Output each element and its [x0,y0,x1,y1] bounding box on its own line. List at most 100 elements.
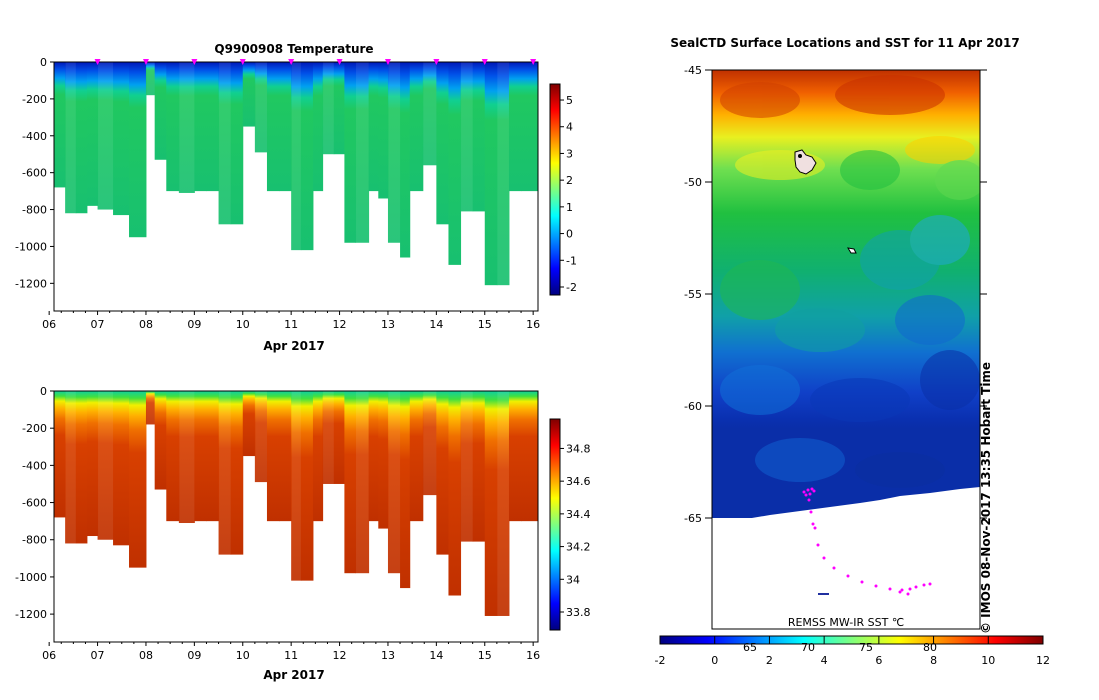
track-point [813,526,817,530]
profile-cell [266,391,280,522]
track-point [808,492,812,496]
profile-cell [300,62,314,251]
lat-tick-label: -55 [684,288,702,301]
temperature-panel: Q9900908 Temperature 0 -200 -400 -600 -800 -1… [15,42,577,353]
sst-tick-label: 12 [1036,654,1050,667]
y-tick-label: -1200 [15,608,47,621]
profile-cell [242,391,256,457]
lat-tick-label: -65 [684,512,702,525]
surface-marker [288,59,295,65]
colorbar-tick-label: 34.4 [566,508,591,521]
profile-cell [254,62,268,153]
temperature-title: Q9900908 Temperature [214,42,373,56]
profile-cell [508,391,522,522]
salinity-colorbar-ticks: 34.8 34.6 34.4 34.2 34 33.8 [560,442,591,619]
profile-cell [279,391,292,522]
colorbar-tick-label: 34.8 [566,442,591,455]
profile-cell [378,62,389,199]
track-point [804,493,808,497]
profile-cell [65,391,77,544]
x-tick-label: 15 [478,649,492,662]
profile-cell [194,62,207,192]
x-tick-label: 16 [526,649,540,662]
y-tick-label: -400 [22,459,47,472]
y-tick-label: -1000 [15,240,47,253]
profile-cell [291,62,302,251]
sst-tick-label: 8 [930,654,937,667]
track-point [846,574,850,578]
y-tick-label: 0 [40,56,47,69]
track-point [811,522,815,526]
x-tick-label: 07 [91,649,105,662]
profile-cell [400,391,411,589]
colorbar-tick-label: 3 [566,147,573,160]
colorbar-tick-label: 33.8 [566,606,591,619]
y-tick-label: 0 [40,385,47,398]
salinity-x-axis: 06 07 08 09 10 11 12 13 14 15 16 [42,642,540,662]
sst-map-panel: SealCTD Surface Locations and SST for 11… [655,36,1050,667]
profile-cell [322,62,335,155]
sst-inner-label: 75 [859,641,873,654]
profile-cell [75,391,88,544]
y-tick-label: -600 [22,167,47,180]
salinity-panel: 0 -200 -400 -600 -800 -1000 -1200 06 07 08 09 10 11… [15,385,590,682]
track-point [860,580,864,584]
sst-tick-label: 0 [711,654,718,667]
profile-cell [422,391,437,496]
profile-cell [344,391,357,574]
profile-cell [129,391,147,568]
track-point [806,488,810,492]
profile-cell [145,62,156,96]
track-point [900,588,904,592]
profile-cell [206,62,220,192]
profile-cell [242,62,256,127]
profile-cell [409,391,424,522]
profile-cell [436,391,449,555]
profile-cell [54,391,66,518]
profile-cell [472,391,486,542]
sst-tick-label: 4 [821,654,828,667]
x-tick-label: 12 [333,318,347,331]
profile-cell [230,62,244,225]
profile-cell [460,62,474,212]
colorbar-tick-label: -2 [566,281,577,294]
track-point [908,587,912,591]
x-tick-label: 14 [429,318,443,331]
track-point [802,490,806,494]
map-source-label: REMSS MW-IR SST ℃ [788,616,904,629]
profile-cell [368,62,379,192]
profile-cell [378,391,389,529]
track-point [810,487,814,491]
salinity-profiles [54,391,538,616]
track-point [922,583,926,587]
salinity-colorbar [549,418,561,631]
track-point [874,584,878,588]
colorbar-tick-label: 4 [566,121,573,134]
credit-text: © IMOS 08-Nov-2017 13:35 Hobart Time [979,362,993,634]
ice-region [712,487,980,629]
seal-track [802,487,932,596]
x-tick-label: 10 [236,318,250,331]
profile-cell [113,391,130,546]
profile-cell [300,391,314,581]
profile-cell [508,62,522,192]
profile-cell [448,62,462,265]
profile-cell [409,62,424,192]
colorbar-tick-label: 34.2 [566,541,591,554]
lat-tick-label: -45 [684,64,702,77]
temperature-y-axis: 0 -200 -400 -600 -800 -1000 -1200 [15,56,54,290]
profile-cell [166,62,180,192]
sst-inner-label: 70 [801,641,815,654]
track-point [888,587,892,591]
y-tick-label: -200 [22,93,47,106]
y-tick-label: -800 [22,534,47,547]
x-tick-label: 06 [42,649,56,662]
profile-cell [65,62,77,214]
map-y-axis: -45 -50 -55 -60 -65 [684,64,987,525]
profile-cell [230,391,244,555]
surface-marker [384,59,391,65]
sst-tick-label: 6 [875,654,882,667]
y-tick-label: -400 [22,130,47,143]
track-point [822,556,826,560]
surface-marker [142,59,149,65]
